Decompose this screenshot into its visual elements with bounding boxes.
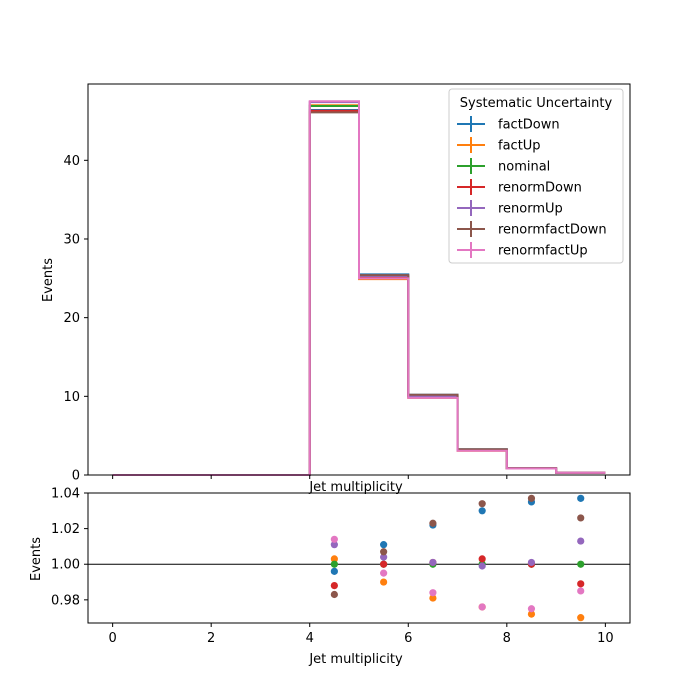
ratio-point-factUp-4 — [527, 610, 536, 618]
ratio-point-renormDown-5 — [577, 580, 585, 588]
ratio-y-tick-label-0: 0.98 — [51, 593, 80, 608]
legend-entry-factUp: factUp — [457, 137, 541, 154]
ratio-point-renormfactUp-4 — [527, 605, 536, 613]
ratio-point-factUp-2 — [429, 594, 437, 602]
legend-entry-factDown: factDown — [457, 116, 560, 133]
ratio-point-renormDown-3 — [478, 555, 486, 563]
ratio-point-nominal-5 — [577, 560, 585, 568]
legend-entry-renormfactUp: renormfactUp — [457, 242, 588, 259]
legend-label-renormfactDown: renormfactDown — [498, 223, 607, 238]
ratio-point-renormfactDown-1 — [380, 548, 388, 556]
ratio-point-renormfactDown-0 — [330, 590, 338, 599]
main-y-tick-label-0: 0 — [72, 469, 80, 484]
ratio-x-tick-label-0: 0 — [108, 631, 116, 646]
ratio-point-renormUp-2 — [429, 558, 437, 567]
ratio-x-ticks: 0 2 4 6 8 10 — [108, 623, 614, 646]
main-x-ticks — [112, 475, 606, 479]
ratio-x-axis-label: Jet multiplicity — [308, 652, 403, 667]
ratio-x-tick-label-6: 6 — [404, 631, 412, 646]
legend-entry-renormfactDown: renormfactDown — [457, 221, 607, 238]
legend-entry-renormDown: renormDown — [457, 179, 582, 196]
ratio-y-tick-label-1: 1.00 — [51, 558, 80, 573]
ratio-point-renormUp-4 — [527, 558, 536, 567]
ratio-point-renormfactDown-5 — [577, 514, 585, 522]
ratio-point-renormfactDown-4 — [527, 494, 536, 502]
legend-label-factDown: factDown — [498, 118, 560, 133]
ratio-point-renormfactDown-2 — [429, 519, 437, 527]
ratio-x-tick-label-2: 2 — [207, 631, 215, 646]
main-histogram-panel: 0 10 20 30 40 Jet multiplicity Events System… — [41, 83, 631, 495]
ratio-y-axis-label: Events — [29, 537, 44, 581]
ratio-point-renormfactUp-5 — [577, 587, 585, 595]
ratio-point-factUp-1 — [380, 578, 388, 586]
ratio-point-renormfactDown-3 — [478, 500, 486, 508]
main-y-tick-label-10: 10 — [63, 390, 80, 405]
ratio-point-renormfactUp-3 — [478, 603, 486, 611]
ratio-point-factDown-3 — [478, 507, 486, 515]
ratio-point-renormDown-0 — [330, 582, 338, 590]
ratio-point-renormfactUp-2 — [429, 589, 437, 597]
ratio-point-renormfactUp-1 — [380, 569, 388, 577]
main-y-axis-label: Events — [41, 258, 56, 302]
main-axes-frame — [87, 83, 631, 476]
ratio-point-nominal-0 — [330, 560, 338, 568]
legend-entries: factDown factUp nominal renormDown renormUp r… — [457, 116, 607, 259]
main-y-tick-label-20: 20 — [63, 311, 80, 326]
legend-label-nominal: nominal — [498, 160, 550, 175]
legend-label-renormUp: renormUp — [498, 202, 563, 217]
main-y-tick-label-30: 30 — [63, 232, 80, 247]
ratio-point-renormDown-1 — [380, 560, 388, 568]
ratio-point-renormUp-1 — [380, 553, 388, 561]
ratio-point-factUp-5 — [577, 614, 585, 622]
legend-entry-renormUp: renormUp — [457, 200, 563, 217]
ratio-point-factDown-5 — [577, 494, 585, 502]
ratio-x-tick-label-10: 10 — [597, 631, 614, 646]
legend-box — [448, 88, 624, 264]
ratio-y-ticks: 0.98 1.00 1.02 1.04 — [51, 487, 88, 608]
main-y-ticks: 0 10 20 30 40 — [63, 154, 88, 484]
main-x-axis-label: Jet multiplicity — [308, 480, 403, 495]
legend-title: Systematic Uncertainty — [460, 96, 613, 111]
ratio-point-factDown-1 — [380, 541, 388, 549]
ratio-point-renormUp-3 — [478, 562, 486, 570]
legend-label-renormfactUp: renormfactUp — [498, 244, 588, 259]
main-y-tick-label-40: 40 — [63, 154, 80, 169]
ratio-data-layer — [88, 494, 630, 622]
legend-label-factUp: factUp — [498, 139, 541, 154]
ratio-axes-frame — [87, 492, 631, 624]
ratio-point-factUp-0 — [330, 555, 338, 563]
ratio-point-renormfactUp-0 — [330, 535, 338, 543]
legend-label-renormDown: renormDown — [498, 181, 582, 196]
ratio-point-renormUp-5 — [577, 537, 585, 545]
ratio-y-tick-label-2: 1.02 — [51, 522, 80, 537]
ratio-x-tick-label-4: 4 — [306, 631, 314, 646]
ratio-point-factDown-0 — [330, 567, 338, 575]
ratio-y-tick-label-3: 1.04 — [51, 487, 80, 502]
ratio-panel: 0 2 4 6 8 10 0.98 1.00 1.02 1.04 Jet multiplicit… — [29, 487, 631, 667]
ratio-x-tick-label-8: 8 — [503, 631, 511, 646]
legend-entry-nominal: nominal — [457, 158, 550, 175]
legend: Systematic Uncertainty factDown factUp nom… — [448, 88, 624, 264]
ratio-point-renormUp-0 — [330, 541, 338, 549]
